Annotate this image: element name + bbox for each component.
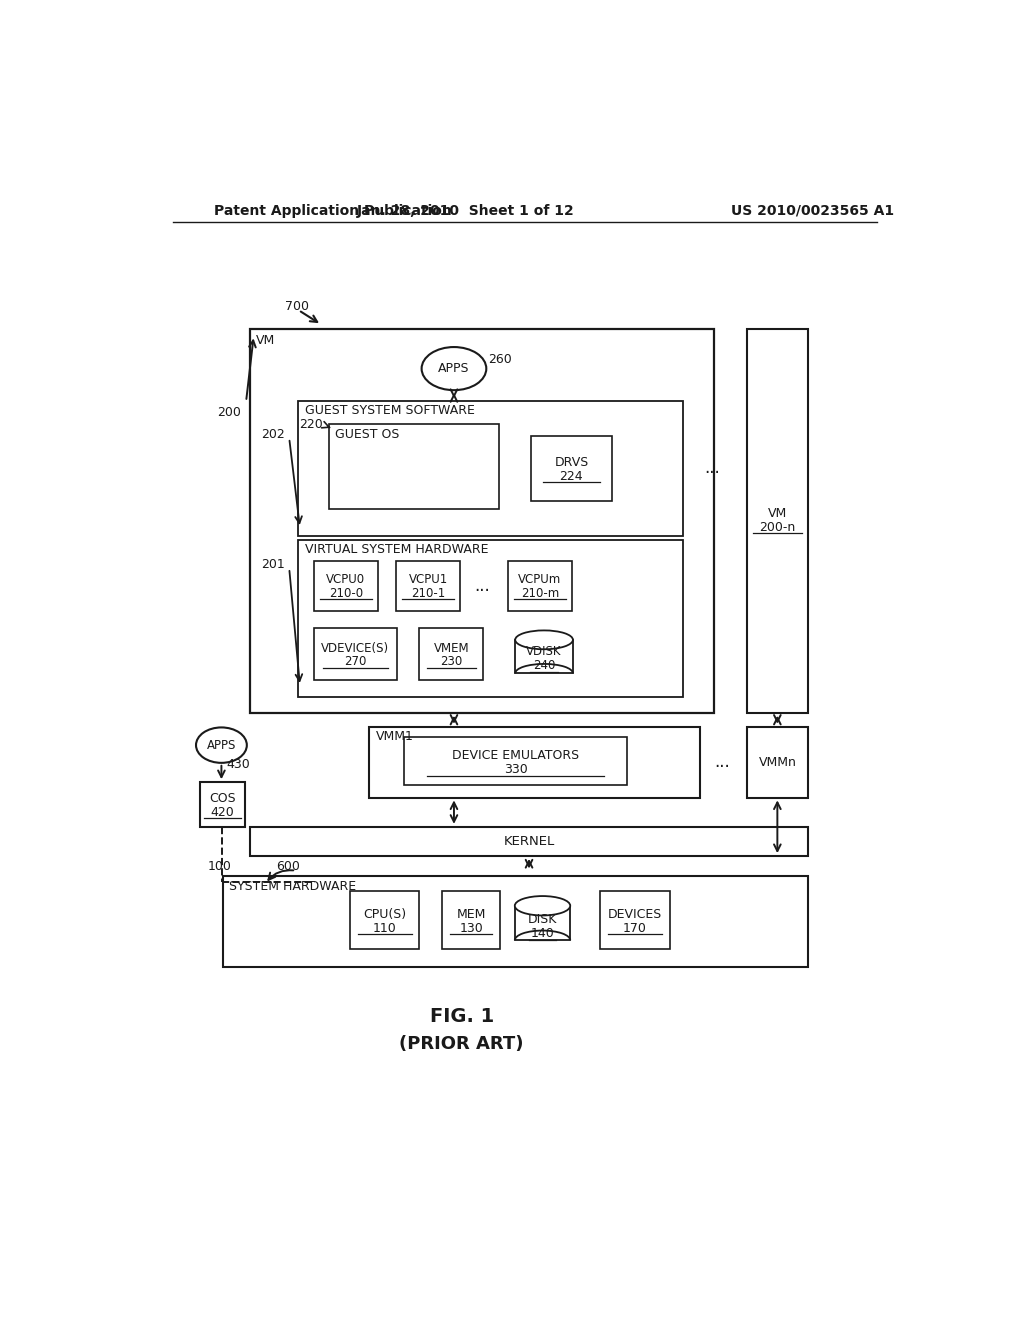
Text: DRVS: DRVS [554, 455, 589, 469]
Text: GUEST SYSTEM SOFTWARE: GUEST SYSTEM SOFTWARE [304, 404, 474, 417]
Text: VIRTUAL SYSTEM HARDWARE: VIRTUAL SYSTEM HARDWARE [304, 543, 488, 556]
Text: 600: 600 [276, 861, 300, 874]
Text: VM: VM [768, 507, 787, 520]
Text: VDEVICE(S): VDEVICE(S) [322, 642, 389, 655]
Text: 200: 200 [217, 407, 241, 418]
Text: MEM: MEM [457, 908, 486, 920]
Text: 224: 224 [559, 470, 584, 483]
Bar [250, 826, 808, 855]
Bar [313, 561, 378, 611]
Text: DEVICES: DEVICES [608, 908, 663, 920]
Text: VMM1: VMM1 [376, 730, 414, 743]
Text: 330: 330 [504, 763, 527, 776]
Text: 210-0: 210-0 [329, 586, 362, 599]
Text: VMEM: VMEM [433, 642, 469, 655]
Text: 210-m: 210-m [520, 586, 559, 599]
Text: US 2010/0023565 A1: US 2010/0023565 A1 [731, 203, 894, 218]
Bar [515, 906, 570, 940]
Text: VDISK: VDISK [526, 645, 562, 659]
Bar [396, 561, 460, 611]
Bar [313, 628, 397, 681]
Text: 220: 220 [299, 417, 323, 430]
Bar [350, 891, 419, 949]
Text: ...: ... [714, 754, 730, 771]
Text: COS: COS [209, 792, 236, 805]
Text: 202: 202 [261, 428, 285, 441]
Bar [515, 640, 572, 673]
Bar [298, 540, 683, 697]
Text: 110: 110 [373, 921, 396, 935]
Text: VCPUm: VCPUm [518, 573, 561, 586]
Text: 430: 430 [226, 758, 250, 771]
Text: 210-1: 210-1 [411, 586, 445, 599]
Bar [419, 628, 483, 681]
Text: 230: 230 [440, 656, 463, 668]
Bar [442, 891, 500, 949]
Text: FIG. 1: FIG. 1 [429, 1007, 494, 1027]
Text: VCPU1: VCPU1 [409, 573, 447, 586]
Text: Patent Application Publication: Patent Application Publication [214, 203, 452, 218]
Bar [746, 726, 808, 797]
Text: SYSTEM HARDWARE: SYSTEM HARDWARE [229, 880, 356, 894]
Text: Jan. 28, 2010  Sheet 1 of 12: Jan. 28, 2010 Sheet 1 of 12 [356, 203, 574, 218]
Bar [531, 436, 611, 502]
Text: VCPU0: VCPU0 [327, 573, 366, 586]
Text: APPS: APPS [438, 362, 470, 375]
Ellipse shape [196, 727, 247, 763]
Text: GUEST OS: GUEST OS [336, 428, 399, 441]
Text: 240: 240 [532, 659, 555, 672]
Text: 700: 700 [285, 300, 308, 313]
Bar [403, 738, 628, 785]
Ellipse shape [515, 631, 572, 649]
Bar [600, 891, 670, 949]
Bar [508, 561, 571, 611]
Ellipse shape [515, 896, 570, 916]
Text: 170: 170 [623, 921, 647, 935]
Bar [330, 424, 499, 508]
Text: 270: 270 [344, 656, 367, 668]
Text: CPU(S): CPU(S) [364, 908, 407, 920]
Bar [223, 876, 808, 966]
Text: 200-n: 200-n [759, 520, 796, 533]
Text: KERNEL: KERNEL [504, 834, 555, 847]
Text: 420: 420 [210, 805, 234, 818]
Text: 100: 100 [207, 861, 231, 874]
Text: (PRIOR ART): (PRIOR ART) [399, 1035, 524, 1053]
Text: VMMn: VMMn [759, 755, 797, 768]
Text: ...: ... [474, 577, 489, 595]
Text: 140: 140 [530, 927, 554, 940]
Text: 130: 130 [460, 921, 483, 935]
Text: 201: 201 [261, 558, 285, 572]
Bar [298, 401, 683, 536]
Bar [370, 726, 700, 797]
Bar [746, 330, 808, 713]
Ellipse shape [422, 347, 486, 391]
Text: DISK: DISK [527, 912, 557, 925]
Text: ...: ... [705, 459, 720, 478]
Text: VM: VM [256, 334, 275, 347]
Text: DEVICE EMULATORS: DEVICE EMULATORS [452, 748, 580, 762]
Text: 260: 260 [488, 352, 512, 366]
Bar [200, 781, 245, 826]
Text: APPS: APPS [207, 739, 237, 751]
Bar [250, 330, 714, 713]
